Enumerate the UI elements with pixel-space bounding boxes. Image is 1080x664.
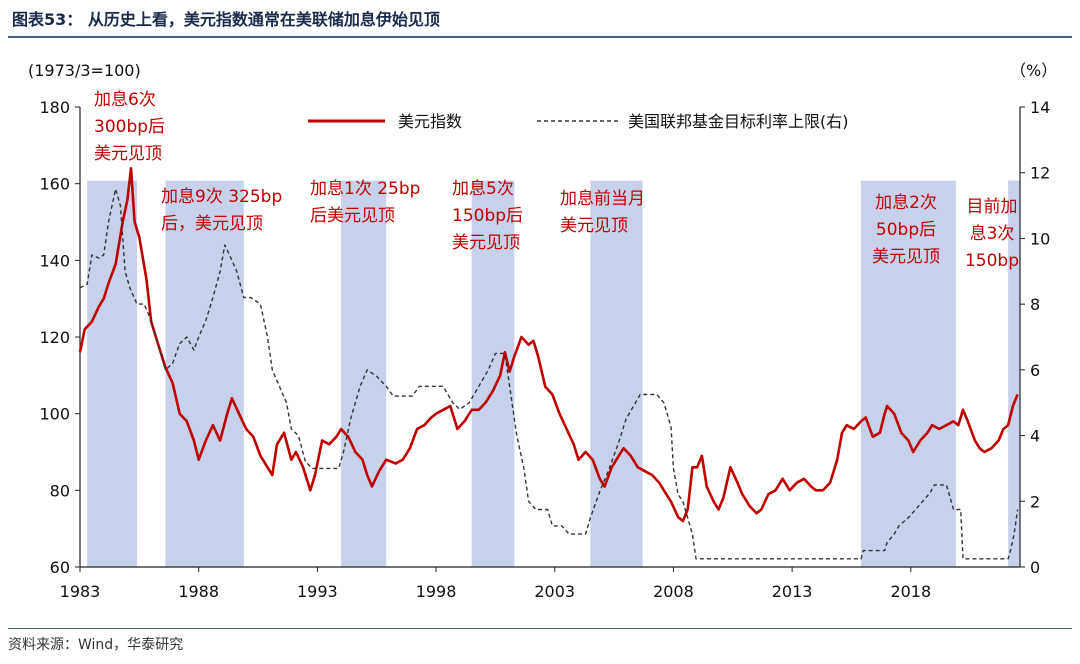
annotation-line: 后，美元见顶	[161, 214, 263, 234]
annotation-line: 息3次	[970, 224, 1015, 244]
right-tick-label: 2	[1030, 492, 1040, 511]
right-tick-label: 4	[1030, 427, 1040, 446]
dollar-index-line	[78, 167, 1019, 523]
right-tick-label: 10	[1030, 229, 1050, 248]
annotation-5: 加息前当月美元见顶	[560, 189, 645, 236]
right-tick-label: 0	[1030, 558, 1040, 577]
shaded-period-5	[590, 180, 643, 567]
annotation-line: 加息5次	[452, 179, 514, 199]
annotation-7: 目前加息3次 150bp	[965, 197, 1019, 271]
left-tick-label: 80	[50, 481, 70, 500]
annotation-6: 加息2次 50bp后美元见顶	[872, 193, 940, 267]
annotation-line: 加息前当月	[560, 189, 645, 209]
annotation-line: 美元见顶	[560, 216, 628, 236]
left-tick-label: 160	[39, 175, 70, 194]
shaded-period-4	[471, 180, 515, 567]
annotation-line: 加息6次	[94, 90, 156, 110]
annotation-line: 美元见顶	[94, 144, 162, 164]
x-tick-label: 1998	[416, 582, 457, 601]
annotation-line: 加息1次 25bp	[310, 179, 420, 199]
annotation-line: 300bp后	[94, 117, 165, 137]
left-tick-label: 60	[50, 558, 70, 577]
shaded-period-1	[87, 180, 137, 567]
footer-divider	[8, 628, 1072, 629]
annotation-line: 加息9次 325bp	[161, 187, 282, 207]
right-tick-label: 14	[1030, 98, 1050, 117]
annotation-line: 目前加	[967, 197, 1018, 217]
header-divider	[8, 36, 1072, 38]
series-lines	[78, 167, 1019, 560]
left-tick-label: 100	[39, 405, 70, 424]
annotation-line: 美元见顶	[452, 233, 520, 253]
x-tick-label: 1993	[297, 582, 338, 601]
left-tick-label: 180	[39, 98, 70, 117]
annotation-line: 150bp	[965, 251, 1019, 271]
right-tick-label: 8	[1030, 295, 1040, 314]
figure-title: 图表53： 从历史上看，美元指数通常在美联储加息伊始见顶	[12, 10, 440, 29]
shaded-period-3	[341, 180, 387, 567]
annotation-2: 加息9次 325bp 后，美元见顶	[161, 187, 282, 234]
shaded-periods	[87, 180, 1020, 567]
x-tick-label: 1983	[60, 582, 101, 601]
right-axis-label: （%）	[1010, 61, 1057, 80]
x-tick-label: 2008	[653, 582, 694, 601]
x-tick-label: 2003	[534, 582, 575, 601]
x-tick-label: 2018	[890, 582, 931, 601]
fed-funds-rate-line	[79, 188, 1019, 560]
x-tick-label: 1988	[178, 582, 219, 601]
source-note: 资料来源：Wind，华泰研究	[8, 637, 184, 653]
annotation-line: 50bp后	[876, 220, 936, 240]
left-axis-label: (1973/3=100)	[28, 61, 141, 80]
annotation-line: 后美元见顶	[310, 206, 395, 226]
annotation-line: 150bp后	[452, 206, 523, 226]
legend-label-dollar-index: 美元指数	[398, 112, 462, 131]
annotation-3: 加息1次 25bp 后美元见顶	[310, 179, 420, 226]
axes: 60 80 100 120 140 160 180 0 2 4 6 8 10 12 14 1983 1988 19…	[28, 61, 1057, 601]
shaded-period-6	[860, 180, 956, 567]
shaded-period-2	[165, 180, 244, 567]
left-tick-label: 120	[39, 328, 70, 347]
right-tick-label: 6	[1030, 361, 1040, 380]
annotation-line: 美元见顶	[872, 247, 940, 267]
right-tick-label: 12	[1030, 164, 1050, 183]
legend-label-fed-rate: 美国联邦基金目标利率上限(右)	[628, 112, 849, 131]
annotation-1: 加息6次 300bp后美元见顶	[94, 90, 165, 164]
annotation-4: 加息5次 150bp后美元见顶	[452, 179, 523, 253]
legend: 美元指数 美国联邦基金目标利率上限(右)	[308, 112, 849, 131]
annotation-line: 加息2次	[875, 193, 937, 213]
x-tick-label: 2013	[772, 582, 813, 601]
shaded-period-7	[1008, 180, 1020, 567]
left-tick-label: 140	[39, 251, 70, 270]
